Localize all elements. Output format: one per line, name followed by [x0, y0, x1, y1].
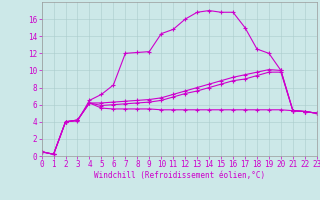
X-axis label: Windchill (Refroidissement éolien,°C): Windchill (Refroidissement éolien,°C)	[94, 171, 265, 180]
